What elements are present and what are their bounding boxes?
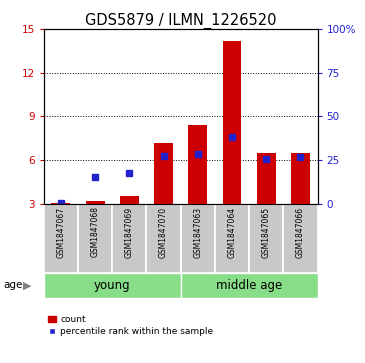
Bar xyxy=(154,143,173,204)
Text: GSM1847067: GSM1847067 xyxy=(57,207,65,257)
Bar xyxy=(146,204,181,273)
Bar xyxy=(283,204,318,273)
Legend: count, percentile rank within the sample: count, percentile rank within the sample xyxy=(48,315,213,336)
Bar xyxy=(181,204,215,273)
Text: GSM1847068: GSM1847068 xyxy=(91,207,100,257)
Title: GDS5879 / ILMN_1226520: GDS5879 / ILMN_1226520 xyxy=(85,13,276,29)
Bar xyxy=(188,125,207,204)
Bar xyxy=(78,204,112,273)
Text: GSM1847064: GSM1847064 xyxy=(227,207,237,257)
Bar xyxy=(249,204,283,273)
Text: GSM1847063: GSM1847063 xyxy=(193,207,202,257)
Bar xyxy=(44,204,78,273)
Text: middle age: middle age xyxy=(216,279,282,291)
Bar xyxy=(215,204,249,273)
Text: GSM1847066: GSM1847066 xyxy=(296,207,305,257)
Text: age: age xyxy=(4,280,23,290)
Text: GSM1847070: GSM1847070 xyxy=(159,207,168,257)
Text: GSM1847069: GSM1847069 xyxy=(125,207,134,257)
Bar xyxy=(223,41,241,204)
Bar xyxy=(181,273,318,298)
Bar xyxy=(291,153,310,204)
Bar xyxy=(86,201,104,204)
Bar xyxy=(120,196,139,204)
Bar xyxy=(44,273,181,298)
Text: young: young xyxy=(94,279,131,291)
Bar xyxy=(112,204,146,273)
Text: GSM1847065: GSM1847065 xyxy=(262,207,271,257)
Text: ▶: ▶ xyxy=(23,280,32,290)
Bar xyxy=(257,153,276,204)
Bar xyxy=(51,203,70,204)
